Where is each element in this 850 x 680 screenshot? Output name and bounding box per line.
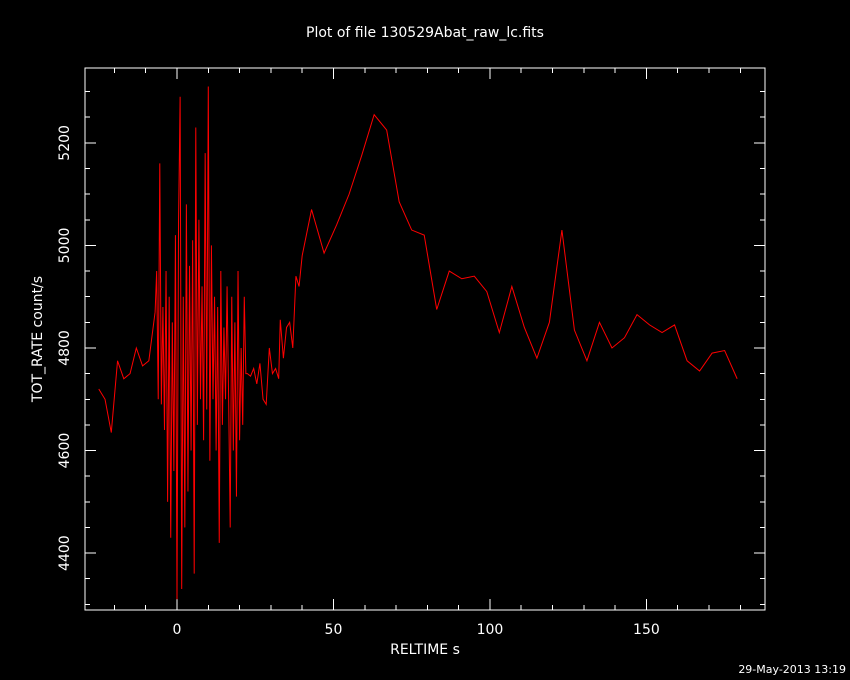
- chart-title: Plot of file 130529Abat_raw_lc.fits: [306, 25, 544, 41]
- y-tick-label: 4600: [57, 433, 73, 469]
- x-tick-label: 0: [173, 622, 182, 638]
- x-tick-label: 100: [477, 622, 504, 638]
- data-line: [98, 86, 738, 600]
- y-axis-label: TOT_RATE count/s: [30, 276, 46, 403]
- y-tick-label: 4400: [57, 535, 73, 571]
- footer: 29-May-2013 13:19: [738, 663, 846, 676]
- x-axis-label: RELTIME s: [390, 642, 460, 658]
- y-tick-label: 4800: [57, 330, 73, 366]
- y-tick-label: 5200: [57, 125, 73, 161]
- x-tick-label: 50: [325, 622, 343, 638]
- plot-frame: [84, 67, 766, 611]
- y-tick-label: 5000: [57, 228, 73, 264]
- x-tick-label: 150: [633, 622, 660, 638]
